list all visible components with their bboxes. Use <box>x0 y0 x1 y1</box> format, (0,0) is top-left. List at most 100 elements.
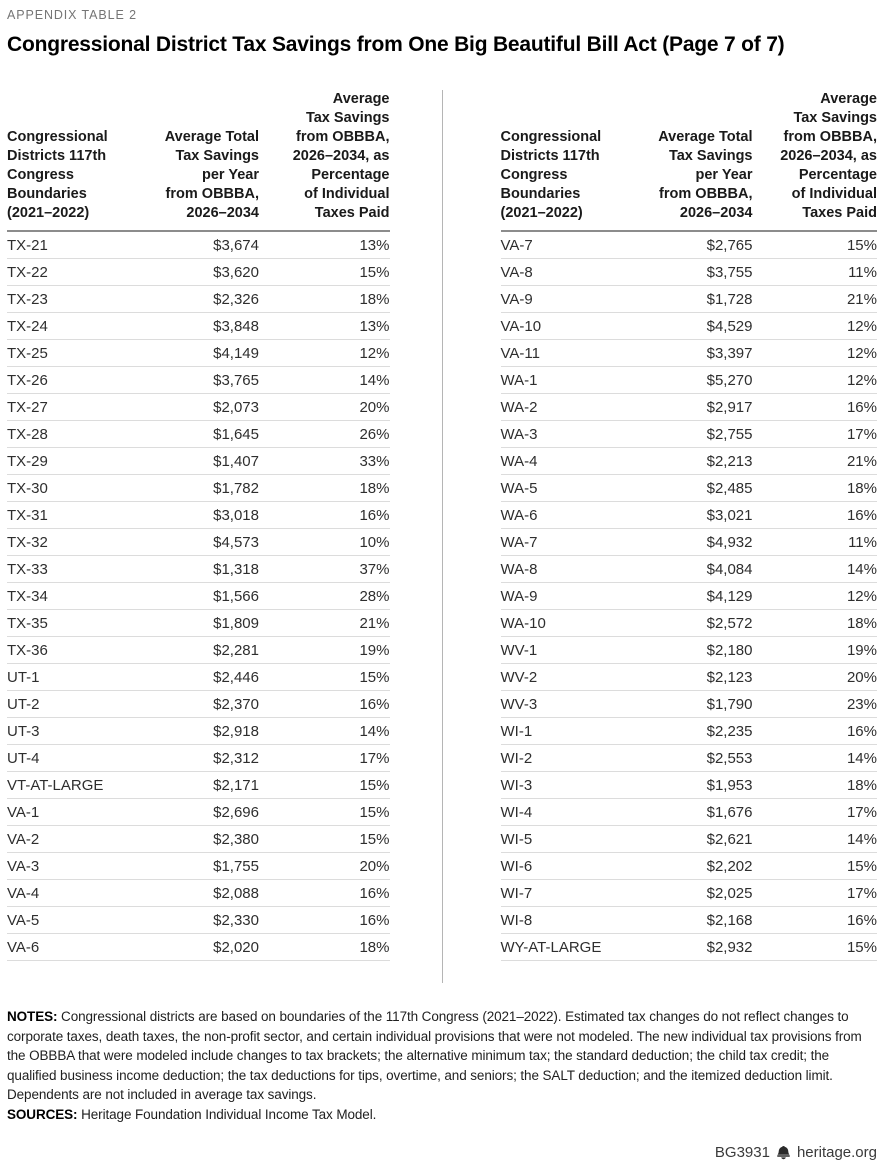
savings-cell: $2,572 <box>642 609 753 638</box>
savings-cell: $2,073 <box>149 393 259 422</box>
district-cell: WA-6 <box>500 501 643 530</box>
table-row: TX-28 $1,645 26% <box>7 420 390 449</box>
table-row: UT-1 $2,446 15% <box>7 663 390 692</box>
savings-cell: $3,018 <box>149 501 259 530</box>
district-cell: TX-26 <box>7 366 149 395</box>
notes-label: NOTES: <box>7 1009 58 1025</box>
district-cell: TX-29 <box>7 447 149 476</box>
district-cell: VA-8 <box>500 258 643 287</box>
table-row: TX-22 $3,620 15% <box>7 258 390 287</box>
percent-cell: 16% <box>752 501 877 530</box>
savings-cell: $1,566 <box>149 582 259 611</box>
table-row: TX-30 $1,782 18% <box>7 474 390 503</box>
table-row: TX-25 $4,149 12% <box>7 339 390 368</box>
district-cell: WA-7 <box>500 528 643 557</box>
percent-cell: 16% <box>259 501 390 530</box>
district-cell: TX-33 <box>7 555 149 584</box>
table-row: WA-2 $2,917 16% <box>500 393 877 422</box>
site-link[interactable]: heritage.org <box>796 1144 877 1161</box>
district-cell: WV-2 <box>500 663 643 692</box>
district-cell: WI-4 <box>500 798 643 827</box>
appendix-table-label: APPENDIX TABLE 2 <box>7 8 137 22</box>
savings-cell: $1,790 <box>642 690 753 719</box>
district-cell: TX-27 <box>7 393 149 422</box>
district-cell: VA-6 <box>7 933 149 962</box>
table-row: TX-27 $2,073 20% <box>7 393 390 422</box>
savings-cell: $2,180 <box>642 636 753 665</box>
savings-cell: $2,235 <box>642 717 753 746</box>
percent-cell: 16% <box>752 393 877 422</box>
percent-cell: 18% <box>752 474 877 503</box>
savings-cell: $5,270 <box>642 366 753 395</box>
table-row: WI-6 $2,202 15% <box>500 852 877 881</box>
column-header-savings: Average Total Tax Savings per Year from … <box>642 90 753 233</box>
percent-cell: 17% <box>752 879 877 908</box>
district-cell: WV-3 <box>500 690 643 719</box>
table-row: TX-35 $1,809 21% <box>7 609 390 638</box>
percent-cell: 12% <box>752 312 877 341</box>
savings-cell: $1,755 <box>149 852 259 881</box>
savings-cell: $4,149 <box>149 339 259 368</box>
savings-cell: $4,129 <box>642 582 753 611</box>
savings-cell: $2,326 <box>149 285 259 314</box>
percent-cell: 26% <box>259 420 390 449</box>
percent-cell: 21% <box>259 609 390 638</box>
savings-cell: $2,312 <box>149 744 259 773</box>
percent-cell: 18% <box>752 771 877 800</box>
district-cell: TX-23 <box>7 285 149 314</box>
savings-cell: $2,918 <box>149 717 259 746</box>
table-row: VA-10 $4,529 12% <box>500 312 877 341</box>
table-body: TX-21 $3,674 13% TX-22 $3,620 15% TX-23 $2,326 1… <box>7 231 390 962</box>
percent-cell: 12% <box>752 339 877 368</box>
table-row: WI-4 $1,676 17% <box>500 798 877 827</box>
savings-cell: $2,281 <box>149 636 259 665</box>
percent-cell: 33% <box>259 447 390 476</box>
table-row: VA-5 $2,330 16% <box>7 906 390 935</box>
table-row: TX-33 $1,318 37% <box>7 555 390 584</box>
district-cell: WA-8 <box>500 555 643 584</box>
page-footer: BG3931 heritage.org <box>715 1144 877 1161</box>
savings-cell: $1,318 <box>149 555 259 584</box>
district-cell: WI-7 <box>500 879 643 908</box>
table-row: WA-6 $3,021 16% <box>500 501 877 530</box>
percent-cell: 14% <box>752 744 877 773</box>
savings-cell: $2,171 <box>149 771 259 800</box>
percent-cell: 18% <box>259 285 390 314</box>
district-cell: UT-1 <box>7 663 149 692</box>
table-row: WA-4 $2,213 21% <box>500 447 877 476</box>
percent-cell: 15% <box>259 663 390 692</box>
savings-cell: $3,848 <box>149 312 259 341</box>
table-row: WI-3 $1,953 18% <box>500 771 877 800</box>
district-cell: TX-36 <box>7 636 149 665</box>
district-cell: WI-2 <box>500 744 643 773</box>
percent-cell: 20% <box>259 393 390 422</box>
table-row: VT-AT-LARGE $2,171 15% <box>7 771 390 800</box>
table-row: WA-5 $2,485 18% <box>500 474 877 503</box>
table-row: WI-5 $2,621 14% <box>500 825 877 854</box>
sources-paragraph: SOURCES: Heritage Foundation Individual … <box>7 1105 877 1125</box>
savings-cell: $2,755 <box>642 420 753 449</box>
table-row: VA-7 $2,765 15% <box>500 231 877 260</box>
savings-cell: $3,620 <box>149 258 259 287</box>
district-cell: WA-5 <box>500 474 643 503</box>
district-cell: WV-1 <box>500 636 643 665</box>
percent-cell: 19% <box>259 636 390 665</box>
percent-cell: 17% <box>752 798 877 827</box>
table-body: VA-7 $2,765 15% VA-8 $3,755 11% VA-9 $1,728 21% V… <box>500 231 877 962</box>
savings-cell: $2,370 <box>149 690 259 719</box>
district-cell: VA-3 <box>7 852 149 881</box>
page-title: Congressional District Tax Savings from … <box>7 33 785 56</box>
savings-cell: $2,932 <box>642 933 753 962</box>
notes-text: Congressional districts are based on bou… <box>7 1009 862 1103</box>
table-row: WV-3 $1,790 23% <box>500 690 877 719</box>
table-row: WI-7 $2,025 17% <box>500 879 877 908</box>
tax-savings-table-left: Congressional Districts 117th Congress B… <box>7 90 390 962</box>
percent-cell: 15% <box>752 852 877 881</box>
district-cell: UT-2 <box>7 690 149 719</box>
district-cell: UT-4 <box>7 744 149 773</box>
percent-cell: 13% <box>259 231 390 260</box>
district-cell: TX-31 <box>7 501 149 530</box>
table-row: WV-2 $2,123 20% <box>500 663 877 692</box>
savings-cell: $1,676 <box>642 798 753 827</box>
district-cell: WI-8 <box>500 906 643 935</box>
